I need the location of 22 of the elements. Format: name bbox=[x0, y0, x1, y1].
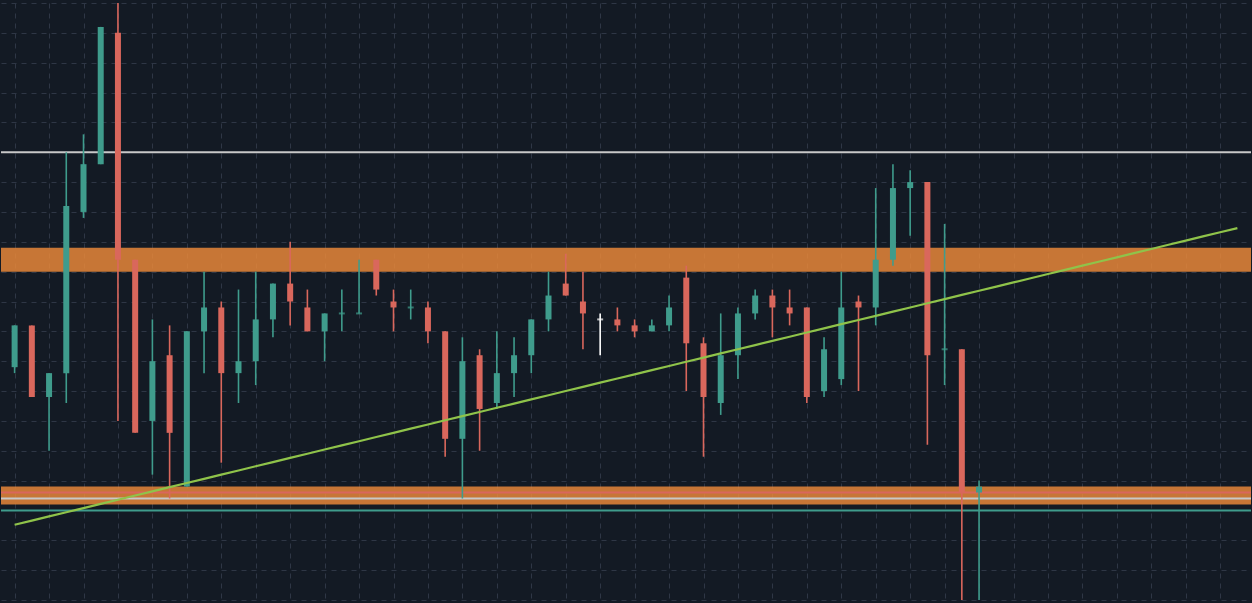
candlestick bbox=[46, 372, 53, 452]
candlestick bbox=[597, 312, 604, 357]
candlestick bbox=[579, 270, 586, 351]
candlestick bbox=[304, 288, 311, 333]
candlestick bbox=[201, 270, 208, 374]
candlestick bbox=[321, 312, 328, 362]
candlestick bbox=[752, 288, 759, 321]
candlestick bbox=[407, 288, 414, 321]
candlestick bbox=[511, 336, 518, 398]
candlestick bbox=[235, 288, 242, 404]
candlestick bbox=[907, 169, 914, 237]
candlestick bbox=[666, 294, 673, 333]
candlestick bbox=[769, 288, 776, 339]
candlestick bbox=[338, 288, 345, 333]
candlestick bbox=[786, 288, 793, 327]
candlestick bbox=[562, 252, 569, 297]
candlestick bbox=[356, 258, 363, 315]
candlestick bbox=[545, 270, 552, 333]
candlestick bbox=[941, 223, 948, 386]
candlestick bbox=[287, 241, 294, 327]
candlestick bbox=[614, 306, 621, 333]
candlestick bbox=[424, 300, 431, 345]
